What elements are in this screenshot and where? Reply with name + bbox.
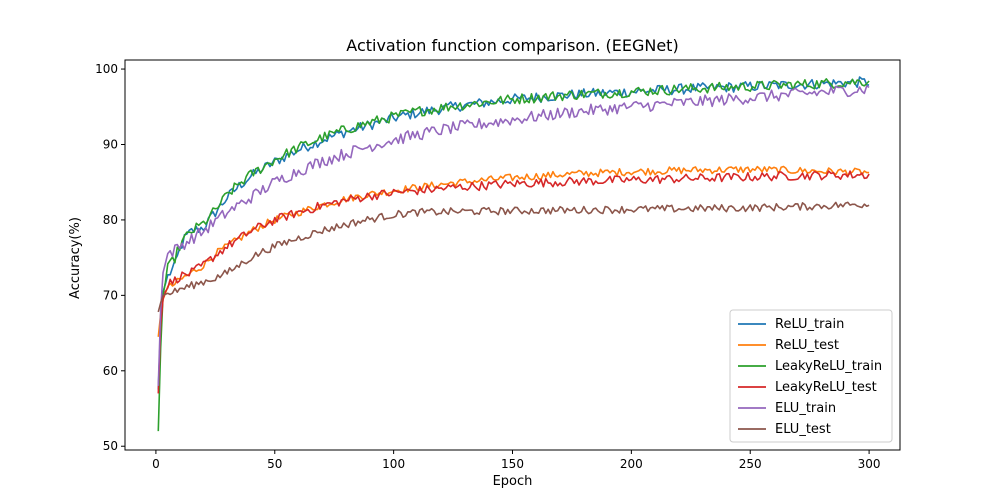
x-tick-label: 200 xyxy=(620,457,643,471)
x-tick-label: 0 xyxy=(152,457,160,471)
chart-title: Activation function comparison. (EEGNet) xyxy=(346,36,678,55)
legend-label-LeakyReLU_train: LeakyReLU_train xyxy=(775,359,882,374)
y-axis-ticks: 50 60 70 80 90 100 xyxy=(95,62,125,453)
y-tick-label: 60 xyxy=(103,364,118,378)
x-tick-label: 100 xyxy=(382,457,405,471)
y-tick-label: 80 xyxy=(103,213,118,227)
y-tick-label: 50 xyxy=(103,439,118,453)
x-tick-label: 150 xyxy=(501,457,524,471)
series-line-ELU_test xyxy=(158,202,869,312)
y-tick-label: 100 xyxy=(95,62,118,76)
y-tick-label: 90 xyxy=(103,137,118,151)
y-axis-label: Accuracy(%) xyxy=(68,217,83,299)
legend: ReLU_train ReLU_test LeakyReLU_train LeakyR… xyxy=(730,310,892,442)
legend-label-LeakyReLU_test: LeakyReLU_test xyxy=(775,380,877,395)
legend-label-ELU_train: ELU_train xyxy=(775,401,836,416)
x-axis-label: Epoch xyxy=(493,474,533,489)
x-tick-label: 300 xyxy=(858,457,881,471)
legend-label-ReLU_test: ReLU_test xyxy=(775,338,839,353)
x-tick-label: 250 xyxy=(739,457,762,471)
legend-label-ELU_test: ELU_test xyxy=(775,422,831,437)
x-tick-label: 50 xyxy=(267,457,282,471)
y-tick-label: 70 xyxy=(103,288,118,302)
x-axis-ticks: 0 50 100 150 200 250 300 xyxy=(152,450,880,471)
legend-label-ReLU_train: ReLU_train xyxy=(775,317,844,332)
